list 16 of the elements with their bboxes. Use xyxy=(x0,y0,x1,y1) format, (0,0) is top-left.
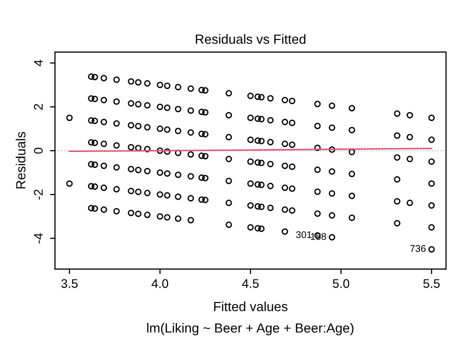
chart-title: Residuals vs Fitted xyxy=(196,34,306,44)
y-tick-label: -4 xyxy=(34,233,43,244)
x-tick-label: 4.5 xyxy=(242,279,259,288)
x-tick-label: 4.0 xyxy=(152,279,168,288)
annotation: 301 xyxy=(296,231,312,238)
x-axis-title: Fitted values xyxy=(214,302,288,312)
y-tick-label: 2 xyxy=(34,104,43,110)
x-tick-label: 3.5 xyxy=(61,279,78,288)
y-tick-label: -2 xyxy=(34,190,43,200)
y-axis-title: Residuals xyxy=(16,132,26,188)
y-tick-label: 0 xyxy=(34,148,43,154)
annotation: 736 xyxy=(410,245,426,252)
x-tick-label: 5.0 xyxy=(332,279,350,288)
text: lm(Liking ~ Beer + Age + Beer:Age) xyxy=(147,322,354,336)
x-tick-label: 5.5 xyxy=(423,279,440,288)
y-tick-label: 4 xyxy=(34,60,43,66)
